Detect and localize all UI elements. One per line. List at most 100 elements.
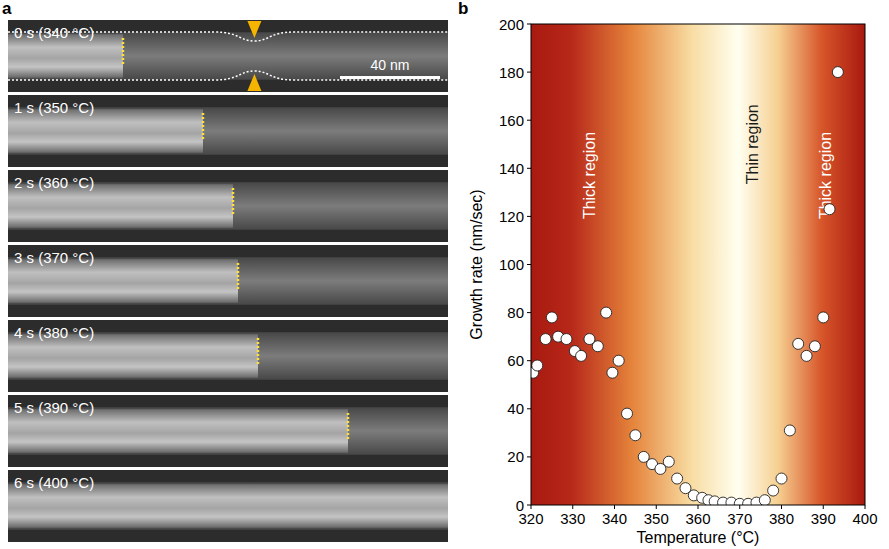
data-point <box>793 338 804 349</box>
image-frame <box>8 395 448 467</box>
frame-background <box>8 395 448 467</box>
y-tick-label: 0 <box>516 497 524 514</box>
annotation: Thin region <box>744 104 761 184</box>
data-point <box>613 355 624 366</box>
x-tick <box>823 505 824 509</box>
x-tick-label: 400 <box>852 510 877 527</box>
image-frame <box>8 95 448 167</box>
y-tick-label: 40 <box>507 400 524 417</box>
arrowhead <box>247 21 261 38</box>
data-point <box>546 312 557 323</box>
figure: a b 40 nm 0 s (340 °C) 1 s (350 °C) 2 s (360 … <box>0 0 889 549</box>
scale-bar-label: 40 nm <box>371 57 410 73</box>
data-point <box>532 360 543 371</box>
frame-background <box>8 245 448 317</box>
data-point <box>759 495 770 505</box>
data-point <box>809 341 820 352</box>
data-point <box>776 473 787 484</box>
y-tick-label: 200 <box>499 16 524 33</box>
x-tick-label: 340 <box>602 510 627 527</box>
frame-label: 1 s (350 °C) <box>14 99 94 116</box>
data-point <box>768 485 779 496</box>
y-tick <box>527 505 531 506</box>
x-tick <box>781 505 782 509</box>
x-tick <box>656 505 657 509</box>
frame-background <box>8 320 448 392</box>
data-point <box>784 425 795 436</box>
frame-label: 6 s (400 °C) <box>14 474 94 491</box>
y-tick-label: 120 <box>499 208 524 225</box>
x-tick-label: 390 <box>811 510 836 527</box>
growth-front <box>202 113 205 140</box>
image-frame <box>8 320 448 392</box>
x-tick <box>572 505 573 509</box>
y-tick <box>527 120 531 121</box>
x-tick-label: 380 <box>769 510 794 527</box>
data-point <box>592 341 603 352</box>
frame-background <box>8 470 448 542</box>
frame-label: 0 s (340 °C) <box>14 24 94 41</box>
data-point <box>672 473 683 484</box>
data-point <box>818 312 829 323</box>
panel-letter: a <box>2 0 12 18</box>
panel-letter: b <box>458 0 468 18</box>
growth-front <box>237 263 240 290</box>
growth-front <box>257 338 260 365</box>
image-frame <box>8 20 448 92</box>
data-point <box>824 204 835 215</box>
y-tick-label: 180 <box>499 64 524 81</box>
y-tick <box>527 312 531 313</box>
frame-label: 4 s (380 °C) <box>14 324 94 341</box>
x-tick <box>531 505 532 509</box>
data-point <box>601 307 612 318</box>
y-tick <box>527 360 531 361</box>
frame-label: 3 s (370 °C) <box>14 249 94 266</box>
y-tick-label: 60 <box>507 352 524 369</box>
x-tick-label: 330 <box>560 510 585 527</box>
data-point <box>607 367 618 378</box>
x-axis-title: Temperature (°C) <box>637 529 760 546</box>
x-tick-label: 370 <box>727 510 752 527</box>
y-tick-label: 80 <box>507 304 524 321</box>
y-tick-label: 160 <box>499 112 524 129</box>
y-tick-label: 100 <box>499 256 524 273</box>
data-point <box>663 456 674 467</box>
y-tick <box>527 264 531 265</box>
y-tick <box>527 216 531 217</box>
frame-label: 2 s (360 °C) <box>14 174 94 191</box>
x-tick-label: 360 <box>685 510 710 527</box>
image-frame <box>8 470 448 542</box>
frame-background <box>8 20 448 92</box>
growth-front <box>232 188 235 215</box>
image-frame <box>8 245 448 317</box>
data-point <box>832 67 843 78</box>
x-tick-label: 350 <box>644 510 669 527</box>
y-axis-title: Growth rate (nm/sec) <box>468 189 485 339</box>
frame-label: 5 s (390 °C) <box>14 399 94 416</box>
y-tick-label: 140 <box>499 160 524 177</box>
frame-background <box>8 95 448 167</box>
growth-front <box>347 413 350 440</box>
x-tick <box>739 505 740 509</box>
data-point <box>540 334 551 345</box>
scale-bar <box>340 76 440 79</box>
y-tick <box>527 168 531 169</box>
growth-front <box>122 38 125 65</box>
data-point <box>561 334 572 345</box>
points <box>531 67 843 505</box>
y-tick <box>527 72 531 73</box>
x-tick <box>698 505 699 509</box>
y-tick <box>527 24 531 25</box>
data-point <box>630 430 641 441</box>
plot-background <box>531 24 865 505</box>
data-point <box>622 408 633 419</box>
frame-background <box>8 170 448 242</box>
arrowhead <box>247 74 261 91</box>
data-point <box>801 350 812 361</box>
plot-frame <box>531 24 865 505</box>
x-tick <box>614 505 615 509</box>
y-tick-label: 20 <box>507 448 524 465</box>
y-tick <box>527 456 531 457</box>
annotation: Thick region <box>581 132 598 219</box>
x-tick <box>865 505 866 509</box>
